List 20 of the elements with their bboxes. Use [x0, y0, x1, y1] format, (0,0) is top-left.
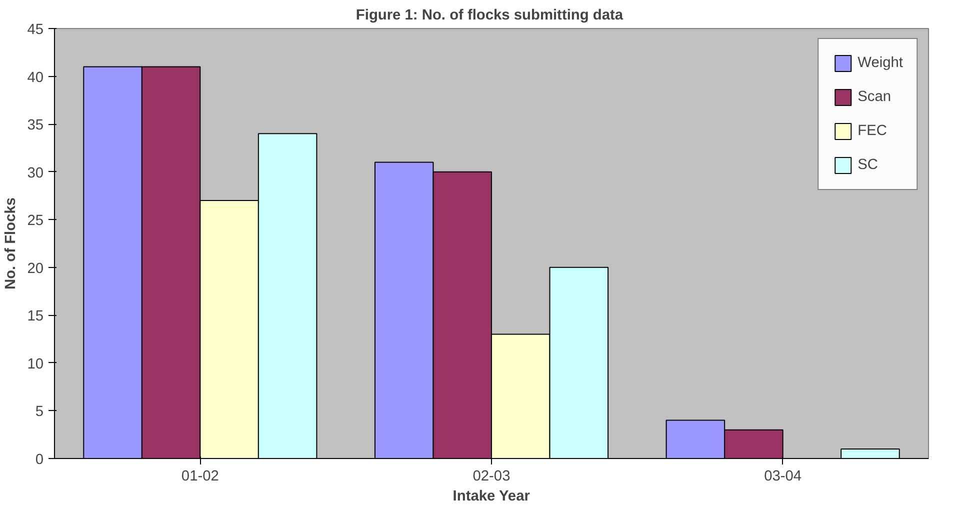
y-tick-label: 0: [35, 452, 44, 468]
y-tick-label: 10: [27, 356, 44, 372]
legend-label: SC: [858, 157, 878, 173]
legend-label: FEC: [858, 123, 887, 139]
x-tick-label: 01-02: [181, 468, 219, 484]
legend-label: Scan: [858, 89, 892, 105]
y-tick-label: 40: [27, 70, 44, 86]
y-tick-label: 5: [35, 404, 44, 420]
chart-title: Figure 1: No. of flocks submitting data: [356, 8, 624, 24]
y-tick-label: 25: [27, 213, 44, 230]
y-tick-label: 15: [27, 308, 44, 325]
x-axis-title: Intake Year: [452, 488, 530, 504]
y-tick-label: 20: [27, 260, 44, 277]
y-tick-label: 30: [27, 165, 44, 182]
y-axis-title: No. of Flocks: [3, 197, 20, 290]
x-tick-label: 03-04: [764, 468, 802, 484]
x-tick-label: 02-03: [472, 468, 510, 484]
legend-label: Weight: [858, 55, 903, 71]
y-tick-label: 45: [27, 22, 44, 38]
y-tick-label: 35: [27, 118, 44, 134]
